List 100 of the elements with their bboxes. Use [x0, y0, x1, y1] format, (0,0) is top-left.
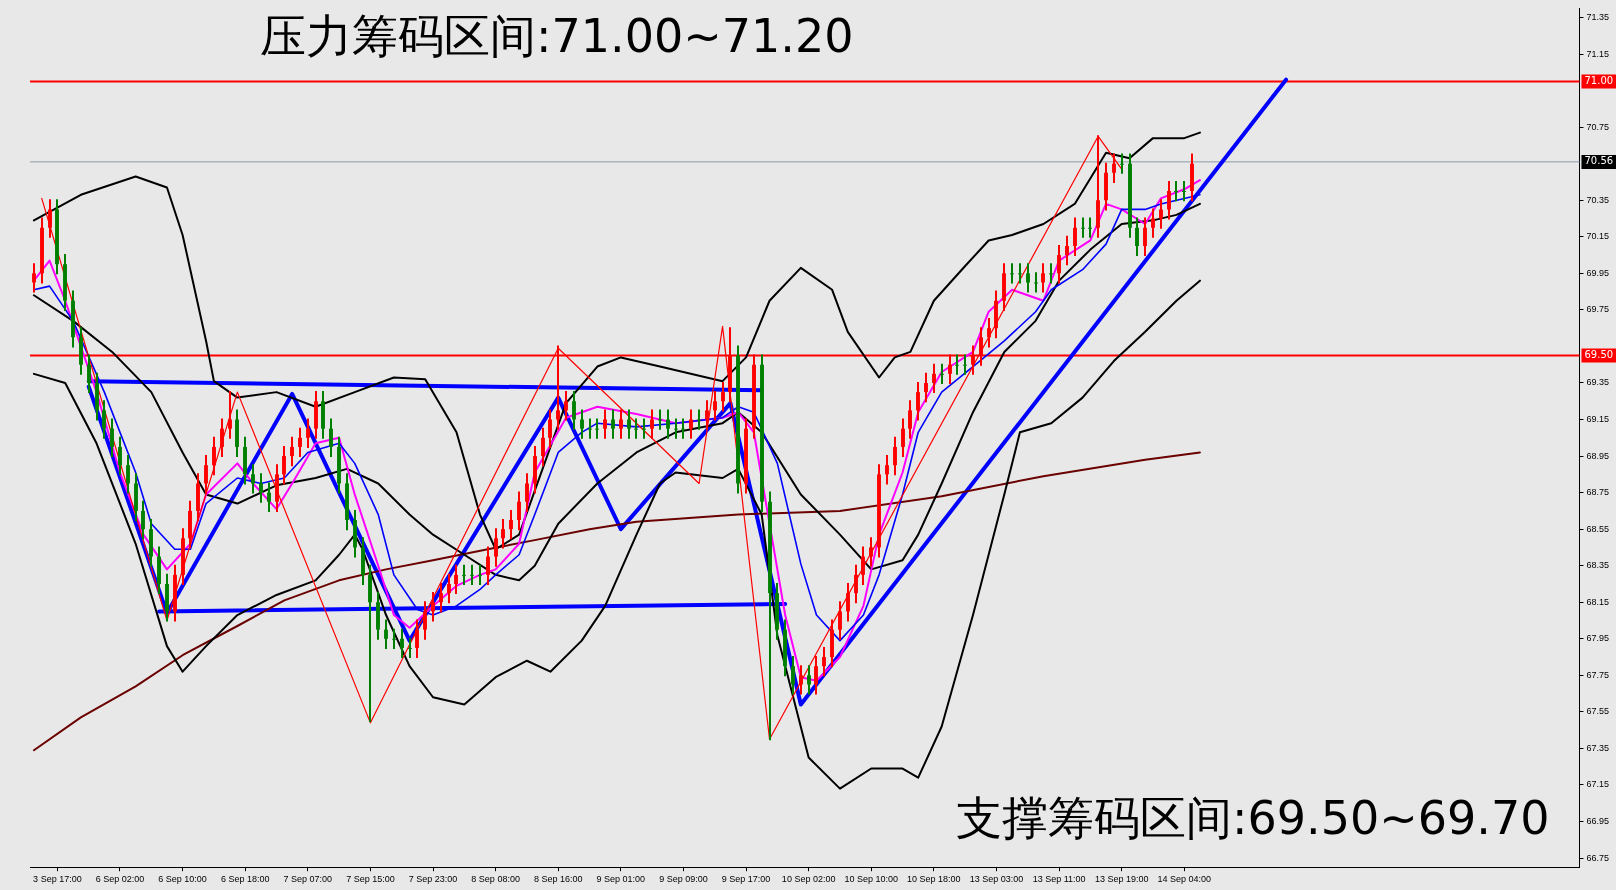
- x-tick-label: 8 Sep 08:00: [471, 874, 520, 885]
- x-tick-label: 13 Sep 11:00: [1032, 874, 1086, 885]
- candlestick: [494, 527, 498, 568]
- candlestick: [462, 563, 466, 586]
- candlestick: [1151, 207, 1155, 239]
- candlestick: [846, 581, 850, 623]
- x-tick-label: 6 Sep 02:00: [95, 874, 145, 885]
- candlestick: [1112, 152, 1116, 184]
- candlestick: [580, 408, 584, 440]
- candlestick: [666, 408, 670, 440]
- candlestick: [822, 645, 826, 678]
- x-tick-label: 7 Sep 15:00: [346, 874, 395, 885]
- candlestick: [439, 581, 443, 614]
- candlestick: [431, 591, 435, 623]
- candlestick: [290, 435, 294, 468]
- candlestick: [400, 627, 404, 660]
- candlestick: [478, 563, 482, 586]
- candlestick: [282, 444, 286, 486]
- x-tick-label: 10 Sep 10:00: [844, 874, 899, 885]
- y-tick-label: 70.15: [1586, 231, 1610, 242]
- candlestick: [603, 408, 607, 440]
- x-tick-label: 10 Sep 02:00: [781, 874, 836, 885]
- candlestick: [807, 664, 811, 696]
- ref-line-label: 69.50: [1584, 349, 1614, 361]
- y-tick-label: 69.95: [1586, 267, 1610, 278]
- candlestick: [454, 563, 458, 596]
- x-tick-label: 7 Sep 07:00: [283, 874, 333, 885]
- candlestick: [611, 408, 615, 440]
- candlestick: [1034, 271, 1038, 294]
- candlestick: [697, 408, 701, 431]
- candlestick: [588, 417, 592, 440]
- candlestick: [384, 618, 388, 650]
- candlestick: [713, 390, 717, 422]
- candlestick: [940, 362, 944, 385]
- y-tick-label: 69.75: [1586, 304, 1610, 315]
- candlestick: [1057, 243, 1061, 285]
- candlestick: [392, 627, 396, 650]
- candlestick: [1018, 262, 1022, 285]
- x-tick-label: 8 Sep 16:00: [533, 874, 583, 885]
- candlestick: [916, 380, 920, 422]
- candlestick: [1120, 152, 1124, 175]
- candlestick: [681, 417, 685, 440]
- candlestick: [1010, 262, 1014, 285]
- candlestick: [204, 454, 208, 495]
- candlestick: [861, 545, 865, 586]
- candlestick: [674, 417, 678, 440]
- candlestick: [509, 508, 513, 541]
- candlestick: [298, 426, 302, 459]
- candlestick: [87, 353, 91, 395]
- candlestick: [885, 454, 889, 486]
- candlestick: [1135, 216, 1139, 258]
- x-tick-label: 6 Sep 10:00: [158, 874, 207, 885]
- annotation: 压力筹码区间:71.00~71.20: [260, 9, 854, 64]
- ref-line-label: 71.00: [1584, 75, 1614, 87]
- candlestick: [1174, 179, 1178, 203]
- candlestick: [1081, 216, 1085, 239]
- candlestick: [838, 600, 842, 641]
- ref-line-label: 70.56: [1584, 155, 1614, 167]
- y-tick-label: 67.35: [1586, 742, 1610, 753]
- candlestick: [963, 353, 967, 376]
- candlestick: [48, 198, 52, 239]
- candlestick: [1041, 262, 1045, 294]
- x-tick-label: 13 Sep 03:00: [969, 874, 1024, 885]
- candlestick: [854, 563, 858, 605]
- y-tick-label: 68.75: [1586, 487, 1610, 498]
- candlestick: [595, 417, 599, 440]
- candlestick: [447, 572, 451, 605]
- candlestick: [1026, 262, 1030, 294]
- candlestick: [32, 262, 36, 294]
- candlestick: [908, 399, 912, 440]
- candlestick: [212, 435, 216, 477]
- y-tick-label: 67.75: [1586, 669, 1610, 680]
- x-tick-label: 9 Sep 09:00: [659, 874, 708, 885]
- candlestick: [572, 390, 576, 431]
- candlestick: [329, 417, 333, 459]
- candlestick: [1088, 216, 1092, 239]
- candlestick: [486, 545, 490, 586]
- y-tick-label: 66.95: [1586, 816, 1610, 826]
- x-tick-label: 14 Sep 04:00: [1157, 874, 1212, 885]
- candlestick: [987, 317, 991, 349]
- annotation: 支撑筹码区间:69.50~69.70: [956, 791, 1550, 846]
- candlestick: [1159, 198, 1163, 230]
- candlestick: [173, 563, 177, 623]
- candlestick: [627, 408, 631, 440]
- candlestick: [110, 417, 114, 459]
- candlestick: [869, 536, 873, 568]
- candlestick: [306, 417, 310, 449]
- candlestick: [408, 636, 412, 660]
- y-tick-label: 69.35: [1586, 377, 1610, 388]
- candlestick: [228, 390, 232, 440]
- x-tick-label: 10 Sep 18:00: [907, 874, 961, 885]
- candlestick: [658, 408, 662, 431]
- candlestick: [423, 600, 427, 641]
- candlestick: [141, 499, 145, 541]
- candlestick: [1065, 234, 1069, 267]
- candlestick: [932, 362, 936, 395]
- candlestick: [1049, 262, 1053, 285]
- candlestick: [1143, 216, 1147, 258]
- candlestick: [642, 417, 646, 440]
- candlestick: [901, 417, 905, 459]
